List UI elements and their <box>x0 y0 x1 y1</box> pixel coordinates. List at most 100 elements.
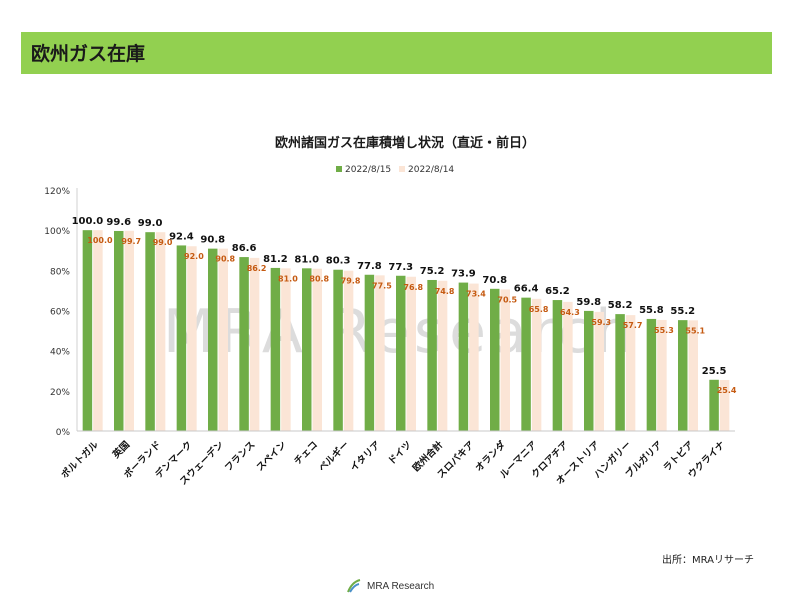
page-title: 欧州ガス在庫 <box>31 43 146 65</box>
data-label-current: 55.8 <box>639 305 664 316</box>
header-bar <box>21 32 772 74</box>
data-label-current: 86.6 <box>232 243 257 254</box>
bar-prev <box>93 230 103 431</box>
footer-logo: MRA Research <box>346 578 434 594</box>
bar-prev <box>531 298 542 431</box>
data-label-current: 73.9 <box>451 269 476 280</box>
bar-current <box>364 274 375 431</box>
bar-prev <box>249 257 260 431</box>
x-tick-label: チェコ <box>292 439 320 467</box>
bar-prev <box>563 301 573 431</box>
x-tick-label: スペイン <box>255 439 289 473</box>
bar-prev <box>625 315 636 431</box>
data-label-current: 92.4 <box>169 231 194 242</box>
y-tick-label: 120% <box>44 187 70 197</box>
data-label-current: 65.2 <box>545 286 570 297</box>
data-label-current: 99.0 <box>138 218 163 229</box>
bar-prev <box>500 289 510 431</box>
bar-prev <box>312 268 322 431</box>
bar-current <box>709 379 719 431</box>
legend-swatch-current <box>336 166 342 172</box>
data-label-current: 58.2 <box>608 300 633 311</box>
data-label-prev: 57.7 <box>623 321 643 330</box>
mra-logo-icon <box>347 579 361 593</box>
bar-prev <box>688 320 698 431</box>
chart-title: 欧州諸国ガス在庫積増し状況（直近・前日） <box>275 135 535 151</box>
bar-current <box>114 230 124 431</box>
data-label-current: 80.3 <box>326 256 351 267</box>
bar-prev <box>375 275 385 431</box>
y-tick-label: 80% <box>50 267 70 277</box>
bar-current <box>176 245 187 431</box>
x-tick-label: イタリア <box>348 438 383 473</box>
data-label-prev: 76.8 <box>403 283 423 292</box>
legend-swatch-prev <box>399 166 405 172</box>
data-label-current: 77.8 <box>357 261 382 272</box>
bar-prev <box>281 268 291 431</box>
legend-label-prev: 2022/8/14 <box>408 165 454 175</box>
data-label-prev: 25.4 <box>717 386 737 395</box>
bar-prev <box>406 276 416 431</box>
bar-prev <box>187 246 197 431</box>
bar-current <box>646 318 657 431</box>
bar-current <box>584 310 594 431</box>
legend-label-current: 2022/8/15 <box>345 165 391 175</box>
bar-prev <box>124 230 134 431</box>
data-label-current: 59.8 <box>576 297 601 308</box>
bar-prev <box>437 280 448 431</box>
y-tick-label: 0% <box>56 428 71 438</box>
bar-prev <box>343 270 354 431</box>
bar-prev <box>155 232 166 431</box>
bar-current <box>615 314 625 431</box>
data-label-current: 77.3 <box>388 262 413 273</box>
data-label-current: 70.8 <box>482 275 507 286</box>
data-label-current: 55.2 <box>670 306 695 317</box>
data-label-current: 25.5 <box>702 366 727 377</box>
bar-current <box>270 267 281 431</box>
x-tick-label: ベルギー <box>316 439 351 474</box>
data-label-prev: 99.0 <box>153 238 173 247</box>
source-note: 出所：MRAリサーチ <box>662 555 755 566</box>
data-label-current: 81.2 <box>263 254 288 265</box>
data-label-prev: 80.8 <box>309 275 329 284</box>
data-label-prev: 77.5 <box>372 281 392 290</box>
x-tick-label: ポルトガル <box>59 438 101 480</box>
bar-current <box>458 282 469 431</box>
data-label-prev: 55.1 <box>685 326 705 335</box>
bar-current <box>302 268 312 431</box>
bar-current <box>552 300 563 431</box>
bar-current <box>208 248 218 431</box>
x-tick-label: 英国 <box>110 439 132 461</box>
bar-current <box>145 232 155 431</box>
bar-prev <box>657 319 667 431</box>
data-label-prev: 90.8 <box>215 255 235 264</box>
data-label-prev: 100.0 <box>87 236 113 245</box>
bars: 100.0100.099.699.799.099.092.492.090.890… <box>72 216 737 431</box>
data-label-prev: 74.8 <box>435 287 455 296</box>
data-label-current: 66.4 <box>514 284 539 295</box>
bar-current <box>678 320 688 431</box>
legend: 2022/8/15 2022/8/14 <box>336 165 454 175</box>
data-label-prev: 79.8 <box>341 277 361 286</box>
bar-current <box>490 288 500 431</box>
x-tick-label: ドイツ <box>386 439 414 467</box>
y-tick-label: 100% <box>44 227 70 237</box>
bar-prev <box>594 311 604 431</box>
data-label-prev: 70.5 <box>497 295 517 304</box>
y-axis: 0% 20% 40% 60% 80% 100% 120% <box>44 187 78 438</box>
bar-current <box>396 275 406 431</box>
bar-prev <box>218 248 228 431</box>
data-label-prev: 65.8 <box>529 305 549 314</box>
data-label-current: 90.8 <box>200 235 225 246</box>
bar-current <box>82 230 93 431</box>
bar-current <box>333 269 343 431</box>
data-label-current: 81.0 <box>294 254 319 265</box>
data-label-prev: 86.2 <box>247 264 267 273</box>
y-tick-label: 40% <box>50 348 70 358</box>
footer-logo-text: MRA Research <box>367 580 435 592</box>
bar-prev <box>719 379 730 431</box>
data-label-prev: 73.4 <box>466 290 486 299</box>
data-label-prev: 55.3 <box>654 326 674 335</box>
